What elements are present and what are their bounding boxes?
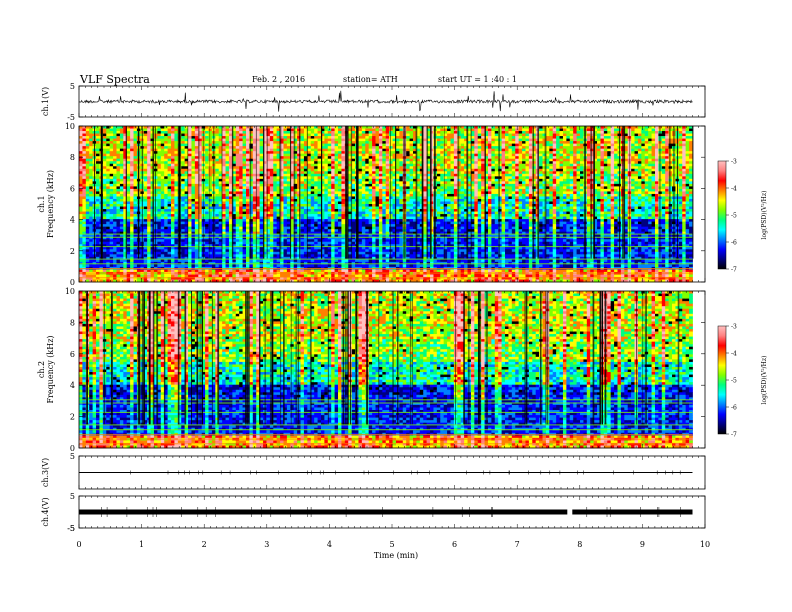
x-tick-label: 7 [515,540,520,549]
start-time-label: start UT = 1 :40 : 1 [438,75,517,84]
ch1-wave-ytick-label: 5 [70,82,75,91]
ch2-spec-ylabel: ch.2 [37,361,46,378]
ch1-spec-ytick-label: 6 [70,184,75,193]
ch2-spec-ytick-label: 4 [70,381,75,390]
ch1-spec-ytick-label: 10 [65,122,75,131]
x-tick-label: 8 [577,540,582,549]
ch2-spec-ytick-label: 6 [70,350,75,359]
ch1-spec-colorbar-tick: -7 [731,267,737,274]
x-tick-label: 2 [202,540,207,549]
x-tick-label: 9 [640,540,645,549]
x-tick-label: 3 [264,540,269,549]
ch2-spec-colorbar-tick: -4 [731,351,737,358]
ch2-spec-colorbar-tick: -6 [731,405,737,412]
chart-title: VLF Spectra [80,73,150,86]
ch2-spec-heatmap [79,291,693,449]
ch1-spec-colorbar-tick: -6 [731,240,737,247]
ch2-spec-ytick-label: 8 [70,318,75,327]
ch1-spec-ytick-label: 0 [70,278,75,287]
ch2-spec-colorbar-tick: -7 [731,432,737,439]
ch1-wave-ylabel: ch.1(V) [41,87,50,116]
ch4-wave-ytick-label: -5 [67,524,75,533]
ch1-spec-ytick-label: 4 [70,216,75,225]
ch3-wave-trace [79,470,693,475]
ch4-wave-trace [79,507,693,517]
ch2-spec-ytick-label: 2 [70,413,75,422]
ch2-spec-ytick-label: 10 [65,287,75,296]
ch3-wave-ytick-label: 5 [70,452,75,461]
date-label: Feb. 2 , 2016 [252,75,305,84]
ch1-spec-heatmap [79,126,694,283]
ch1-spec-colorbar [717,160,727,270]
ch4-ytick-bottom: -5 [67,524,75,533]
ch2-spec-colorbar-tick: -3 [731,324,737,331]
ch2-spec-ytick-label: 0 [70,444,75,453]
ch4-wave-ylabel: ch.4(V) [41,497,50,526]
x-axis-label: Time (min) [374,551,418,560]
ch1-spec-colorbar-label: log(PSD)(V²/Hz) [761,191,768,240]
ch2-spec-colorbar [717,325,727,435]
x-tick-label: 5 [389,540,394,549]
x-tick-label: 6 [452,540,457,549]
ch1-spec-colorbar-tick: -3 [731,159,737,166]
ch1-spec-colorbar-tick: -4 [731,186,737,193]
ch2-spec-colorbar-label: log(PSD)(V²/Hz) [761,356,768,405]
ch2-spec-ylabel: Frequency (kHz) [46,335,55,403]
ch3-wave-ylabel: ch.3(V) [41,458,50,487]
ch2-spec-colorbar-tick: -5 [731,378,737,385]
x-tick-label: 1 [139,540,144,549]
ch1-spec-colorbar-tick: -5 [731,213,737,220]
ch1-spec-ylabel: Frequency (kHz) [46,170,55,238]
x-tick-label: 4 [327,540,332,549]
ch1-spec-ytick-label: 2 [70,247,75,256]
ch4-wave-ytick-label: 5 [70,492,75,501]
ch1-spec-ytick-label: 8 [70,153,75,162]
station-label: station= ATH [343,75,398,84]
ch1-wave-trace [78,90,693,112]
x-tick-label: 0 [76,540,81,549]
ch1-spec-ylabel: ch.1 [37,195,46,212]
x-tick-label: 10 [700,540,710,549]
ch1-wave-ytick-label: -5 [67,113,75,122]
